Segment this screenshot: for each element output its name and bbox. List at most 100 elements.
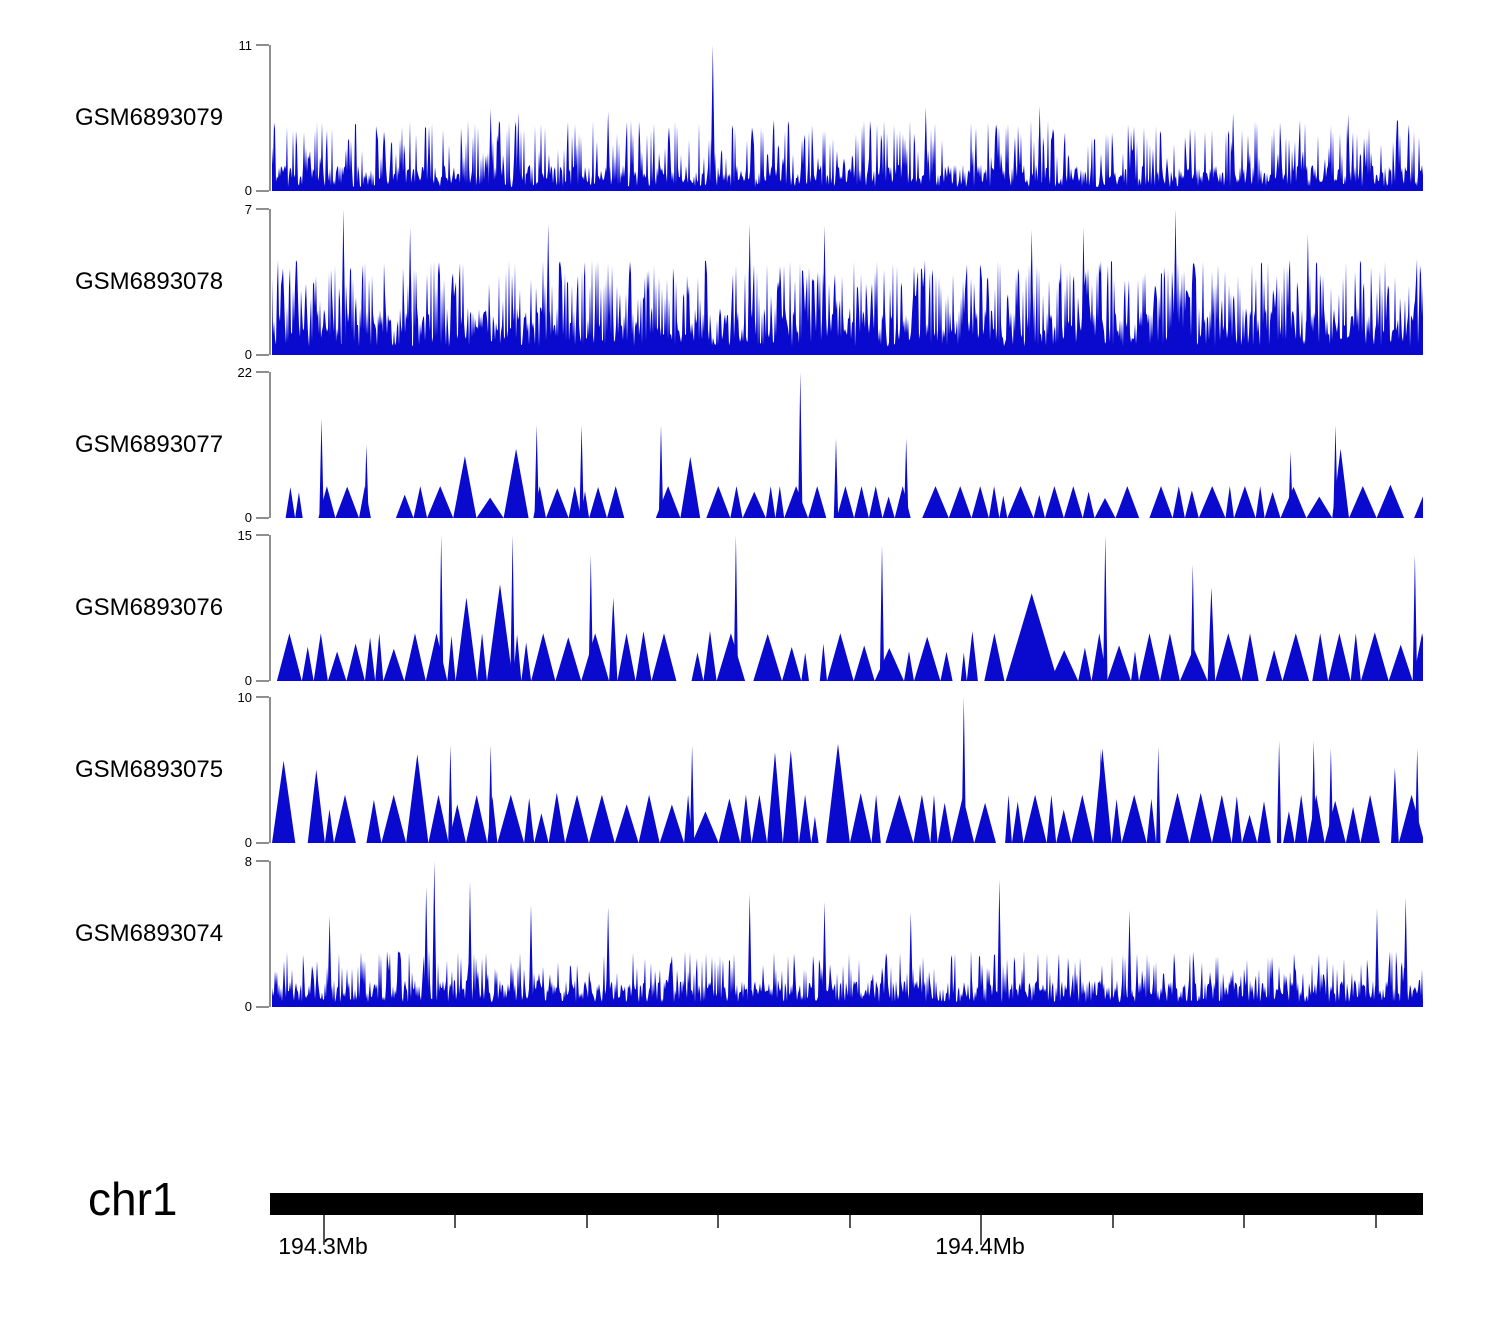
coverage-signal [272, 861, 1423, 1007]
signal-peak [1156, 746, 1161, 843]
y-axis-zero-label: 0 [244, 835, 252, 850]
signal-area [272, 119, 1423, 191]
y-axis-top-tick [256, 534, 269, 536]
ruler-minor-tick [717, 1215, 719, 1228]
y-axis-top-tick [256, 696, 269, 698]
signal-peak [448, 745, 453, 843]
signal-peak [1081, 227, 1086, 355]
y-axis-zero-tick [256, 680, 269, 682]
y-axis-zero-label: 0 [244, 183, 252, 198]
signal-peak [488, 745, 493, 843]
y-axis-zero-label: 0 [244, 999, 252, 1014]
ruler-minor-tick [454, 1215, 456, 1228]
signal-peak [1230, 112, 1236, 191]
signal-peak [364, 445, 369, 518]
y-axis-max-label: 22 [237, 365, 252, 380]
signal-peak [822, 901, 827, 1007]
signal-peak [1403, 897, 1408, 1007]
signal-peak [1288, 451, 1293, 518]
y-axis-top-tick [256, 860, 269, 862]
signal-area [272, 259, 1423, 355]
y-axis-line [269, 861, 271, 1007]
y-axis-top-tick [256, 208, 269, 210]
y-axis-line [269, 209, 271, 355]
y-axis-max-label: 7 [244, 202, 252, 217]
coverage-signal [272, 372, 1423, 518]
signal-peak [879, 544, 885, 681]
y-axis-zero-label: 0 [244, 673, 252, 688]
y-axis-top-tick [256, 44, 269, 46]
signal-peak [710, 45, 715, 191]
ruler-minor-tick [1375, 1215, 1377, 1228]
signal-peak [327, 915, 332, 1007]
signal-peak [1190, 564, 1195, 681]
track-row-gsm6893074: GSM6893074 8 0 [0, 855, 1500, 1013]
coverage-signal [272, 535, 1423, 681]
signal-peak [510, 535, 515, 681]
signal-peak [1173, 209, 1178, 355]
y-axis-zero-tick [256, 517, 269, 519]
signal-peak [833, 438, 839, 518]
y-axis-line [269, 372, 271, 518]
signal-peak [1276, 740, 1282, 843]
signal-peak [798, 372, 803, 518]
chromosome-bar [270, 1193, 1423, 1215]
y-axis-zero-tick [256, 1006, 269, 1008]
y-axis-zero-tick [256, 354, 269, 356]
y-axis-zero-label: 0 [244, 347, 252, 362]
y-axis-line [269, 697, 271, 843]
signal-peak [747, 223, 752, 355]
signal-peak [1333, 425, 1338, 518]
track-label: GSM6893075 [75, 756, 224, 783]
signal-peak [658, 425, 664, 518]
track-label: GSM6893076 [75, 594, 224, 621]
track-row-gsm6893079: GSM6893079 11 0 [0, 39, 1500, 197]
signal-peak [605, 111, 611, 191]
signal-peak [997, 879, 1002, 1007]
ruler-tick-label: 194.4Mb [935, 1233, 1025, 1259]
y-axis-max-label: 10 [237, 690, 252, 705]
signal-peak [747, 893, 752, 1007]
track-row-gsm6893077: GSM6893077 22 0 [0, 366, 1500, 524]
signal-peak [1415, 748, 1420, 843]
ruler-minor-tick [1112, 1215, 1114, 1228]
signal-peak [546, 223, 551, 355]
tracks-layer: GSM6893079 11 0 GSM6893078 7 0 GSM689307… [0, 39, 1500, 1013]
signal-area [272, 743, 1423, 843]
signal-peak [961, 697, 966, 843]
signal-peak [341, 209, 346, 355]
ruler-minor-tick [849, 1215, 851, 1228]
signal-peak [1328, 748, 1334, 843]
signal-peak [579, 425, 584, 518]
signal-peak [689, 745, 695, 843]
signal-peak [432, 861, 437, 1007]
signal-peak [923, 107, 928, 191]
signal-peak [1412, 554, 1418, 681]
signal-peak [1098, 748, 1103, 843]
signal-peak [1103, 535, 1108, 681]
signal-peak [908, 912, 913, 1007]
signal-peak [1029, 229, 1034, 355]
signal-peak [1311, 740, 1316, 843]
signal-peak [488, 108, 493, 191]
track-row-gsm6893076: GSM6893076 15 0 [0, 529, 1500, 687]
y-axis-max-label: 11 [238, 38, 253, 53]
track-row-gsm6893075: GSM6893075 10 0 [0, 691, 1500, 849]
y-axis-zero-tick [256, 842, 269, 844]
signal-peak [605, 906, 611, 1007]
signal-peak [516, 112, 521, 191]
signal-peak [1305, 234, 1311, 355]
ruler-minor-tick [586, 1215, 588, 1228]
signal-peak [1127, 910, 1132, 1007]
coverage-signal [272, 209, 1423, 355]
signal-peak [319, 418, 324, 518]
y-axis-line [269, 535, 271, 681]
ruler-tick-label: 194.3Mb [278, 1233, 368, 1259]
signal-peak [733, 535, 739, 681]
ruler-minor-tick [1243, 1215, 1245, 1228]
signal-peak [1037, 106, 1042, 191]
chromosome-label: chr1 [88, 1173, 178, 1225]
y-axis-zero-tick [256, 190, 269, 192]
signal-peak [424, 886, 429, 1007]
